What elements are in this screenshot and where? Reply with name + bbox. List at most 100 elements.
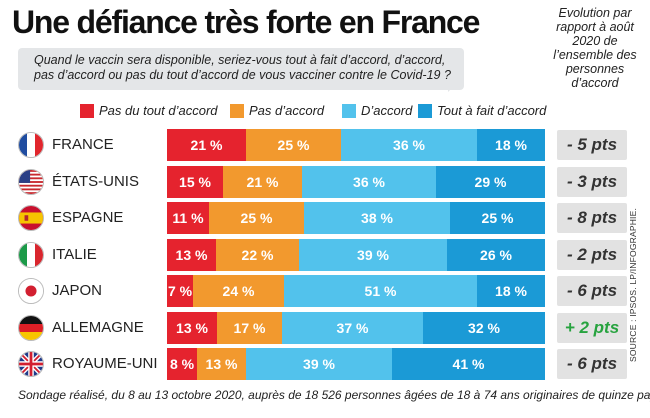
bar-label-espagne-daccord: 38 %	[361, 210, 393, 226]
bar-espagne-tout-a-fait-daccord	[450, 202, 545, 234]
bar-label-etats-unis-tout-a-fait-daccord: 29 %	[474, 173, 507, 190]
legend-label-pas-du-tout-daccord: Pas du tout d’accord	[99, 103, 218, 118]
bar-royaume-uni-daccord	[246, 348, 392, 380]
bar-label-espagne-pas-daccord: 25 %	[240, 210, 273, 226]
bar-france-daccord	[341, 129, 477, 161]
chart-title: Une défiance très forte en France	[12, 4, 480, 40]
etats-unis-flag-icon	[18, 168, 44, 195]
country-label-allemagne: ALLEMAGNE	[52, 318, 144, 336]
bar-label-japon-pas-du-tout-daccord: 7 %	[167, 283, 193, 299]
bar-royaume-uni-pas-du-tout-daccord	[167, 348, 197, 380]
bar-espagne-pas-daccord	[209, 202, 304, 234]
bar-italie-daccord	[299, 238, 447, 271]
bar-italie-pas-du-tout-daccord	[167, 238, 216, 271]
bar-etats-unis-tout-a-fait-daccord	[436, 165, 545, 198]
legend-swatch-tout-a-fait-daccord	[418, 103, 432, 118]
italie-flag-icon	[18, 241, 44, 268]
bar-allemagne-pas-du-tout-daccord	[167, 311, 217, 344]
bar-etats-unis-pas-daccord	[223, 165, 302, 198]
legend-item-pas-du-tout-daccord: Pas du tout d’accord	[80, 103, 218, 118]
legend-swatch-pas-daccord	[230, 103, 244, 118]
evolution-badge-allemagne: + 2 pts	[557, 312, 627, 343]
evolution-header: Evolution par rapport à août 2020 de l’e…	[553, 6, 637, 90]
espagne-flag-icon	[18, 205, 44, 231]
bar-italie-tout-a-fait-daccord	[447, 238, 545, 271]
legend-item-pas-daccord: Pas d’accord	[230, 103, 324, 118]
bar-label-etats-unis-pas-du-tout-daccord: 15 %	[179, 173, 211, 190]
legend-swatch-daccord	[342, 103, 356, 118]
country-label-etats-unis: ÉTATS-UNIS	[52, 172, 139, 190]
bar-france-pas-du-tout-daccord	[167, 129, 246, 161]
bar-label-japon-tout-a-fait-daccord: 18 %	[495, 283, 527, 299]
bar-label-italie-pas-daccord: 22 %	[241, 246, 274, 263]
bar-label-france-tout-a-fait-daccord: 18 %	[495, 137, 527, 153]
legend-item-tout-a-fait-daccord: Tout à fait d’accord	[418, 103, 546, 118]
bar-italie-pas-daccord	[216, 238, 299, 271]
evolution-badge-france: - 5 pts	[557, 130, 627, 160]
evolution-badge-espagne: - 8 pts	[557, 203, 627, 233]
bar-label-etats-unis-daccord: 36 %	[353, 173, 385, 190]
bar-france-pas-daccord	[246, 129, 341, 161]
bar-japon-pas-daccord	[193, 275, 284, 307]
bar-label-royaume-uni-pas-daccord: 13 %	[205, 356, 238, 372]
bar-label-france-daccord: 36 %	[393, 137, 425, 153]
evolution-badge-italie: - 2 pts	[557, 239, 627, 270]
bar-label-france-pas-du-tout-daccord: 21 %	[190, 137, 223, 153]
bar-label-espagne-pas-du-tout-daccord: 11 %	[172, 210, 204, 226]
bar-label-france-pas-daccord: 25 %	[277, 137, 310, 153]
bar-row-japon: JAPON 7 % 24 % 51 % 18 % - 6 pts	[0, 275, 650, 307]
bar-label-italie-daccord: 39 %	[357, 246, 389, 263]
bar-label-japon-pas-daccord: 24 %	[222, 283, 255, 299]
bar-royaume-uni-tout-a-fait-daccord	[392, 348, 545, 380]
bar-row-italie: ITALIE 13 % 22 % 39 % 26 % - 2 pts	[0, 238, 650, 271]
bar-row-espagne: ESPAGNE 11 % 25 % 38 % 25 % - 8 pts	[0, 202, 650, 234]
country-label-italie: ITALIE	[52, 245, 97, 263]
allemagne-flag-icon	[18, 314, 44, 341]
bar-espagne-pas-du-tout-daccord	[167, 202, 209, 234]
france-flag-icon	[18, 132, 44, 158]
bar-etats-unis-daccord	[302, 165, 436, 198]
legend: Pas du tout d’accord Pas d’accord D’acco…	[80, 103, 550, 121]
footnote: Sondage réalisé, du 8 au 13 octobre 2020…	[18, 388, 650, 402]
survey-question: Quand le vaccin sera disponible, seriez-…	[18, 48, 464, 90]
japon-flag-icon	[18, 278, 44, 304]
legend-item-daccord: D’accord	[342, 103, 412, 118]
bar-label-allemagne-daccord: 37 %	[336, 319, 369, 336]
source-credit: SOURCE : IPSOS. LP/INFOGRAPHIE.	[628, 207, 638, 362]
bar-france-tout-a-fait-daccord	[477, 129, 545, 161]
bar-row-france: FRANCE 21 % 25 % 36 % 18 % - 5 pts	[0, 129, 650, 161]
bar-row-allemagne: ALLEMAGNE 13 % 17 % 37 % 32 % + 2 pts	[0, 311, 650, 344]
bar-allemagne-tout-a-fait-daccord	[423, 311, 545, 344]
bar-label-allemagne-pas-daccord: 17 %	[233, 319, 266, 336]
bar-japon-daccord	[284, 275, 477, 307]
bar-etats-unis-pas-du-tout-daccord	[167, 165, 223, 198]
legend-label-tout-a-fait-daccord: Tout à fait d’accord	[437, 103, 547, 118]
bar-label-espagne-tout-a-fait-daccord: 25 %	[481, 210, 514, 226]
bar-royaume-uni-pas-daccord	[197, 348, 246, 380]
question-bubble-tail	[448, 78, 462, 92]
bar-label-italie-pas-du-tout-daccord: 13 %	[175, 246, 208, 263]
legend-swatch-pas-du-tout-daccord	[80, 103, 94, 118]
evolution-badge-royaume-uni: - 6 pts	[557, 349, 627, 379]
bar-allemagne-daccord	[282, 311, 423, 344]
country-label-france: FRANCE	[52, 136, 114, 153]
country-label-royaume-uni: ROYAUME-UNI	[52, 355, 158, 372]
bar-label-allemagne-pas-du-tout-daccord: 13 %	[176, 319, 208, 336]
bar-japon-tout-a-fait-daccord	[477, 275, 545, 307]
country-label-japon: JAPON	[52, 282, 103, 299]
bar-label-etats-unis-pas-daccord: 21 %	[246, 173, 279, 190]
legend-label-daccord: D’accord	[361, 103, 413, 118]
bar-espagne-daccord	[304, 202, 450, 234]
country-label-espagne: ESPAGNE	[52, 209, 124, 226]
bar-label-royaume-uni-daccord: 39 %	[303, 356, 335, 372]
evolution-badge-etats-unis: - 3 pts	[557, 166, 627, 197]
bar-label-japon-daccord: 51 %	[364, 283, 397, 299]
bar-label-italie-tout-a-fait-daccord: 26 %	[480, 246, 512, 263]
royaume-uni-flag-icon	[18, 351, 44, 377]
bar-label-royaume-uni-tout-a-fait-daccord: 41 %	[452, 356, 485, 372]
bar-japon-pas-du-tout-daccord	[167, 275, 193, 307]
bar-label-royaume-uni-pas-du-tout-daccord: 8 %	[169, 356, 195, 372]
bar-label-allemagne-tout-a-fait-daccord: 32 %	[468, 319, 500, 336]
bar-allemagne-pas-daccord	[217, 311, 282, 344]
bar-row-royaume-uni: ROYAUME-UNI 8 % 13 % 39 % 41 % - 6 pts	[0, 348, 650, 380]
